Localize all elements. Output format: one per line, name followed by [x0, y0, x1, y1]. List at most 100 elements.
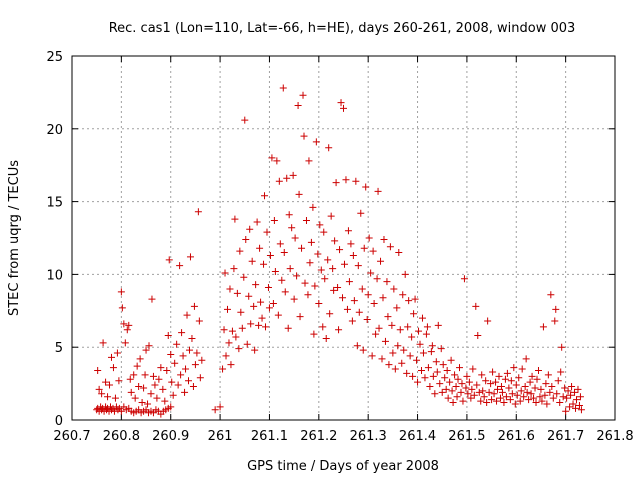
data-point	[460, 275, 468, 283]
data-point	[505, 384, 513, 392]
data-point	[517, 387, 525, 395]
data-point	[567, 391, 575, 399]
data-point	[171, 359, 179, 367]
data-point	[138, 399, 146, 407]
x-tick-label: 261.2	[300, 429, 337, 444]
data-point	[484, 317, 492, 325]
data-point	[426, 383, 434, 391]
data-point	[477, 397, 485, 405]
data-point	[576, 393, 584, 401]
data-point	[354, 262, 362, 270]
data-point	[350, 297, 358, 305]
data-point	[459, 397, 467, 405]
data-point	[112, 403, 120, 411]
x-tick-label: 261.6	[498, 429, 535, 444]
data-point	[508, 390, 516, 398]
data-point	[566, 403, 574, 411]
data-point	[557, 368, 565, 376]
data-point	[189, 383, 197, 391]
data-point	[177, 371, 185, 379]
data-point	[488, 396, 496, 404]
data-point	[290, 295, 298, 303]
data-point	[569, 400, 577, 408]
data-point	[502, 393, 510, 401]
data-point	[157, 364, 165, 372]
data-point	[537, 385, 545, 393]
data-point	[329, 265, 337, 273]
data-point	[211, 406, 219, 414]
data-point	[248, 257, 256, 265]
x-tick-label: 261.5	[448, 429, 485, 444]
data-point	[352, 177, 360, 185]
data-point	[309, 203, 317, 211]
data-point	[433, 368, 441, 376]
data-point	[393, 304, 401, 312]
data-point	[512, 381, 520, 389]
data-point	[568, 383, 576, 391]
data-point	[269, 300, 277, 308]
chart-title: Rec. cas1 (Lon=110, Lat=-66, h=HE), days…	[109, 21, 576, 36]
data-point	[465, 378, 473, 386]
data-point	[260, 260, 268, 268]
data-point	[245, 292, 253, 300]
data-point	[383, 278, 391, 286]
data-point	[120, 320, 128, 328]
data-point	[173, 340, 181, 348]
data-point	[161, 397, 169, 405]
data-point	[327, 212, 335, 220]
data-point	[447, 356, 455, 364]
data-point	[424, 364, 432, 372]
x-tick-label: 260.9	[152, 429, 189, 444]
data-point	[553, 390, 561, 398]
y-tick-label: 0	[55, 414, 63, 429]
data-point	[340, 104, 347, 112]
data-point	[285, 211, 293, 219]
y-tick-label: 25	[46, 50, 63, 65]
data-point	[273, 157, 281, 165]
data-point	[271, 267, 279, 275]
data-point	[343, 305, 351, 313]
data-point	[107, 353, 115, 361]
plot-frame	[71, 55, 616, 421]
data-point	[423, 323, 431, 331]
data-point	[164, 332, 172, 340]
data-point	[541, 391, 549, 399]
data-point	[395, 249, 403, 257]
data-point	[293, 272, 301, 280]
data-point	[169, 391, 177, 399]
data-point	[498, 388, 506, 396]
data-point	[252, 281, 260, 289]
data-point	[454, 375, 462, 383]
data-point	[312, 138, 320, 146]
data-point	[542, 380, 550, 388]
x-tick-label: 260.8	[103, 429, 140, 444]
data-point	[556, 399, 564, 407]
data-point	[501, 375, 509, 383]
data-point	[241, 116, 249, 124]
tick-layer	[71, 55, 616, 421]
data-point	[193, 349, 201, 357]
data-point	[233, 289, 241, 297]
data-point	[274, 311, 282, 319]
data-point	[185, 346, 193, 354]
data-point	[520, 393, 528, 401]
data-point	[117, 407, 125, 415]
data-point	[280, 249, 288, 257]
data-point	[396, 326, 404, 334]
data-point	[572, 396, 580, 404]
data-point	[347, 240, 355, 248]
x-axis-label: GPS time / Days of year 2008	[247, 459, 439, 474]
data-point	[536, 393, 544, 401]
data-point	[289, 171, 297, 179]
data-point	[577, 406, 585, 414]
data-point	[276, 240, 284, 248]
data-point	[240, 273, 248, 281]
data-point	[359, 346, 367, 354]
data-point	[337, 99, 345, 107]
data-point	[331, 237, 339, 245]
data-point	[344, 227, 352, 235]
data-point	[416, 340, 424, 348]
data-point	[473, 381, 481, 389]
data-point	[176, 262, 184, 270]
